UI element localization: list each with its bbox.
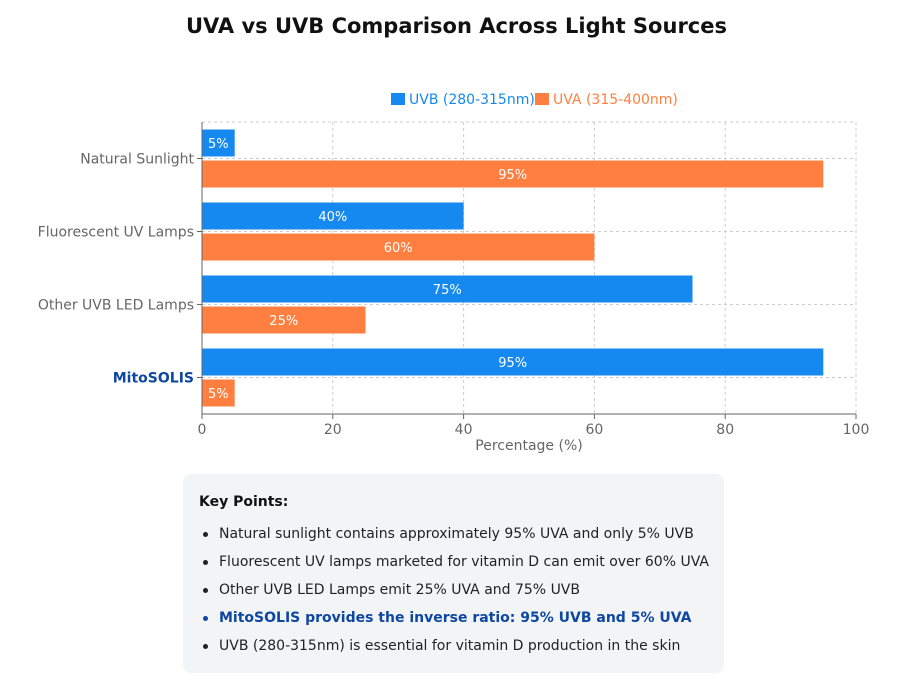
bar-uvb <box>202 202 464 230</box>
x-tick-label: 0 <box>198 422 207 438</box>
legend-swatch-uva <box>535 93 549 105</box>
bar-value-label: 5% <box>208 387 229 402</box>
bar-uvb <box>202 348 824 376</box>
bar-value-label: 60% <box>384 241 413 256</box>
bar-uvb <box>202 275 693 303</box>
x-tick-label: 100 <box>843 422 870 438</box>
x-tick-label: 80 <box>716 422 734 438</box>
y-category-label: Other UVB LED Lamps <box>38 298 194 314</box>
bar-value-label: 40% <box>318 210 347 225</box>
x-tick-label: 40 <box>455 422 473 438</box>
key-point-item: Fluorescent UV lamps marketed for vitami… <box>199 548 709 576</box>
bar-value-label: 25% <box>269 314 298 329</box>
bar-uvb <box>202 129 235 157</box>
x-axis-title: Percentage (%) <box>475 438 582 454</box>
legend-swatch-uvb <box>391 93 405 105</box>
key-point-item-highlight: MitoSOLIS provides the inverse ratio: 95… <box>199 604 708 632</box>
chart-title: UVA vs UVB Comparison Across Light Sourc… <box>186 14 727 38</box>
legend-label-uva: UVA (315-400nm) <box>553 92 678 108</box>
bar-chart: 5% 95% 40% 60% 75% 25% 95% 5% 0 20 40 60 80 100 Natura… <box>38 92 870 454</box>
bar-uva <box>202 379 235 407</box>
y-category-label-highlight: MitoSOLIS <box>113 371 194 387</box>
key-point-item: UVB (280-315nm) is essential for vitamin… <box>199 632 708 660</box>
bar-value-label: 5% <box>208 137 229 152</box>
key-points-heading: Key Points: <box>199 494 289 510</box>
y-category-label: Natural Sunlight <box>80 152 194 168</box>
bar-value-label: 75% <box>433 283 462 298</box>
key-point-item: Other UVB LED Lamps emit 25% UVA and 75%… <box>199 576 708 604</box>
x-tick-label: 20 <box>324 422 342 438</box>
bar-value-label: 95% <box>498 356 527 371</box>
bar-uva <box>202 160 824 188</box>
bar-uva <box>202 306 366 334</box>
bar-uva <box>202 233 595 261</box>
y-category-label: Fluorescent UV Lamps <box>38 225 194 241</box>
key-point-item: Natural sunlight contains approximately … <box>199 520 708 548</box>
key-points-panel: Key Points: Natural sunlight contains ap… <box>183 474 724 673</box>
legend-label-uvb: UVB (280-315nm) <box>409 92 535 108</box>
x-tick-label: 60 <box>585 422 603 438</box>
key-points-list: Natural sunlight contains approximately … <box>199 520 709 660</box>
bar-value-label: 95% <box>498 168 527 183</box>
